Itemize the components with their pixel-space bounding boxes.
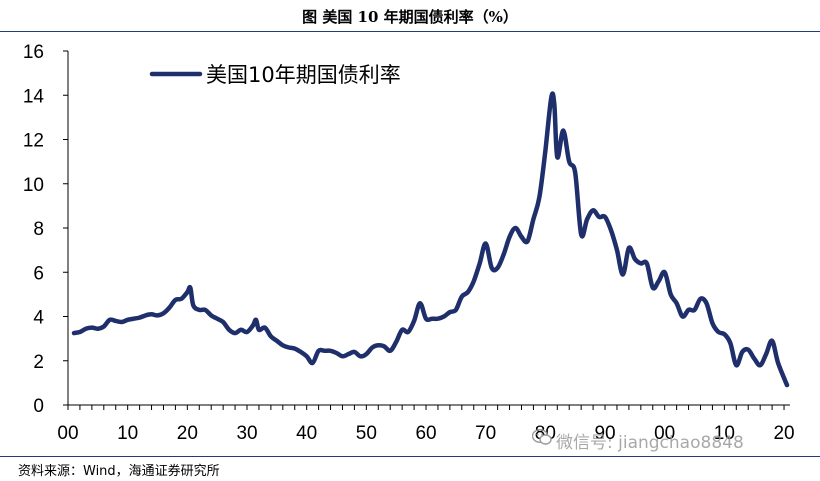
watermark: 微信号: jiangchao8848 — [556, 433, 744, 453]
x-tick-label: 50 — [356, 423, 377, 444]
y-tick-label: 0 — [33, 396, 44, 417]
y-axis: 0 2 4 6 8 10 12 14 16 — [23, 42, 69, 417]
wechat-icon — [532, 429, 552, 445]
x-tick-label: 30 — [236, 423, 257, 444]
x-tick-label: 10 — [117, 423, 138, 444]
y-tick-label: 12 — [23, 131, 44, 152]
legend: 美国10年期国债利率 — [149, 63, 401, 87]
source-note: 资料来源：Wind，海通证券研究所 — [18, 464, 220, 479]
x-tick-label: 20 — [773, 423, 794, 444]
y-tick-label: 14 — [23, 86, 45, 107]
y-tick-label: 6 — [33, 263, 44, 284]
series-layer — [71, 91, 790, 388]
y-tick-label: 10 — [23, 175, 44, 196]
x-tick-label: 00 — [57, 423, 78, 444]
x-tick-label: 40 — [296, 423, 317, 444]
y-tick-label: 8 — [33, 219, 44, 240]
x-tick-label: 60 — [415, 423, 436, 444]
chart-title: 图 美国 10 年期国债利率（%） — [302, 8, 518, 26]
x-axis: 00 10 20 30 40 50 60 70 80 90 00 10 20 — [57, 404, 795, 444]
x-tick-label: 00 — [654, 423, 675, 444]
series-line-0 — [71, 91, 790, 388]
legend-label: 美国10年期国债利率 — [206, 63, 401, 87]
y-tick-label: 2 — [33, 352, 44, 373]
x-tick-label: 90 — [594, 423, 615, 444]
footer-divider — [0, 456, 820, 457]
title-bar: 图 美国 10 年期国债利率（%） — [0, 0, 820, 32]
x-tick-label: 10 — [714, 423, 735, 444]
y-tick-label: 16 — [23, 42, 44, 63]
y-tick-label: 4 — [33, 308, 44, 329]
x-tick-label: 70 — [475, 423, 496, 444]
x-tick-label: 20 — [177, 423, 198, 444]
